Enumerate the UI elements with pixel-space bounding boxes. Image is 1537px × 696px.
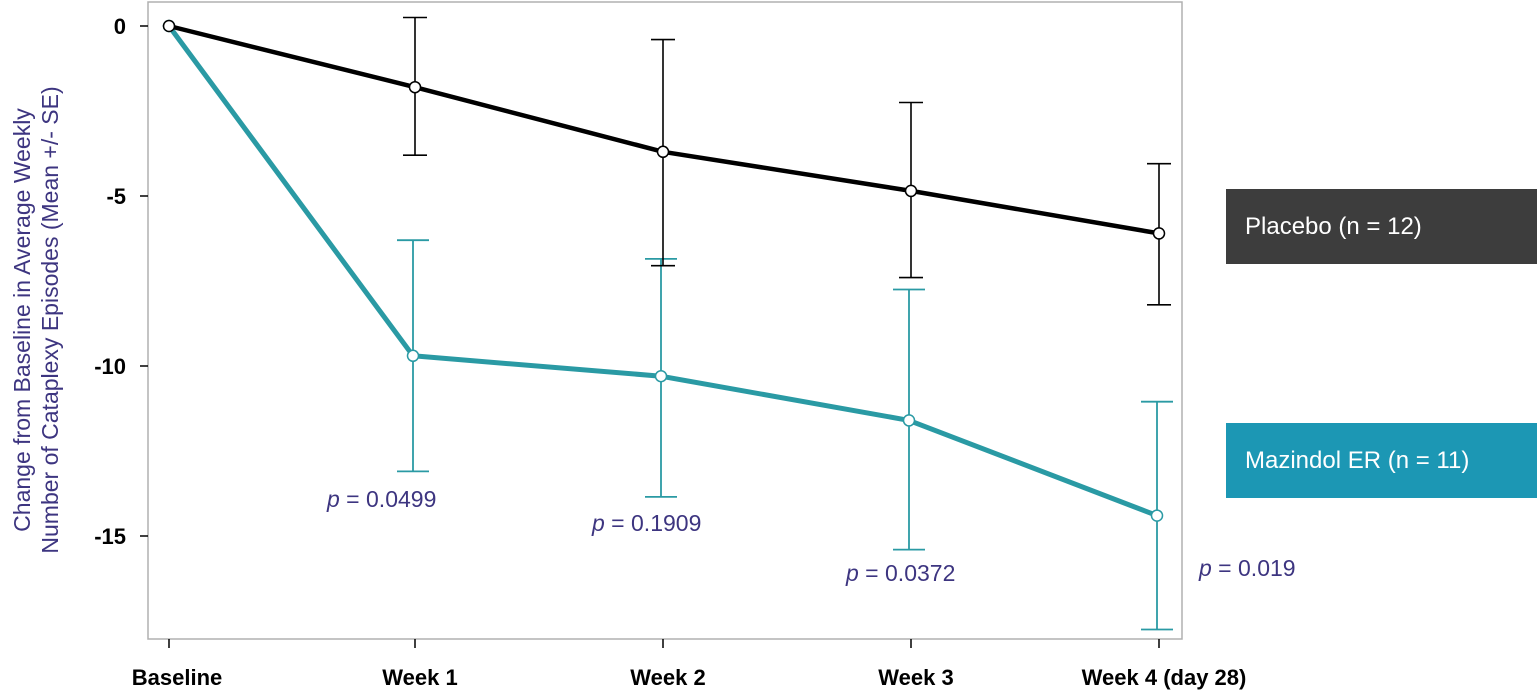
p-value-annotation: p = 0.019	[1198, 555, 1296, 581]
y-ticks: 0 -5 -10 -15	[94, 14, 148, 549]
data-point	[656, 145, 670, 159]
p-symbol: p	[845, 560, 859, 586]
p-value-text: = 0.0372	[859, 560, 956, 586]
y-tick-label: -15	[94, 524, 126, 549]
x-tick-label: Week 4 (day 28)	[1082, 665, 1247, 690]
p-symbol: p	[591, 510, 605, 536]
y-axis-label: Change from Baseline in Average Weekly N…	[9, 86, 63, 553]
series-line	[168, 23, 1160, 236]
data-point	[406, 349, 420, 363]
y-axis-label-line-1: Change from Baseline in Average Weekly	[9, 108, 35, 532]
p-value-annotation: p = 0.0372	[845, 560, 955, 586]
data-point	[1152, 227, 1166, 240]
x-tick-label: Week 1	[382, 665, 457, 690]
series-layer	[162, 16, 1173, 631]
legend-label-mazindol: Mazindol ER (n = 11)	[1245, 446, 1470, 474]
data-point	[904, 184, 918, 198]
data-point	[902, 414, 916, 427]
p-value-text: = 0.0499	[340, 486, 437, 512]
legend-item-mazindol: Mazindol ER (n = 11)	[1226, 423, 1537, 498]
series-mazindol	[162, 19, 1173, 631]
y-axis-label-line-2: Number of Cataplexy Episodes (Mean +/- S…	[37, 86, 63, 553]
p-value-annotation: p = 0.0499	[326, 486, 436, 512]
x-tick-label: Week 2	[630, 665, 705, 690]
legend-label-placebo: Placebo (n = 12)	[1245, 212, 1422, 240]
p-value-annotation: p = 0.1909	[591, 510, 701, 536]
p-symbol: p	[1198, 555, 1212, 581]
p-value-text: = 0.1909	[605, 510, 702, 536]
x-tick-label: Baseline	[132, 665, 223, 690]
series-placebo	[162, 16, 1171, 306]
plot-frame	[147, 1, 1183, 640]
y-tick-label: -5	[106, 184, 126, 209]
x-ticks: Baseline Week 1 Week 2 Week 3 Week 4 (day 28…	[132, 639, 1247, 690]
p-symbol: p	[326, 486, 340, 512]
p-value-text: = 0.019	[1212, 555, 1296, 581]
y-tick-label: 0	[114, 14, 126, 39]
data-point	[654, 369, 668, 383]
x-tick-label: Week 3	[878, 665, 953, 690]
data-point	[162, 19, 176, 33]
y-tick-label: -10	[94, 354, 126, 379]
data-point	[1150, 509, 1164, 522]
legend-item-placebo: Placebo (n = 12)	[1226, 189, 1537, 264]
data-point	[408, 80, 422, 94]
